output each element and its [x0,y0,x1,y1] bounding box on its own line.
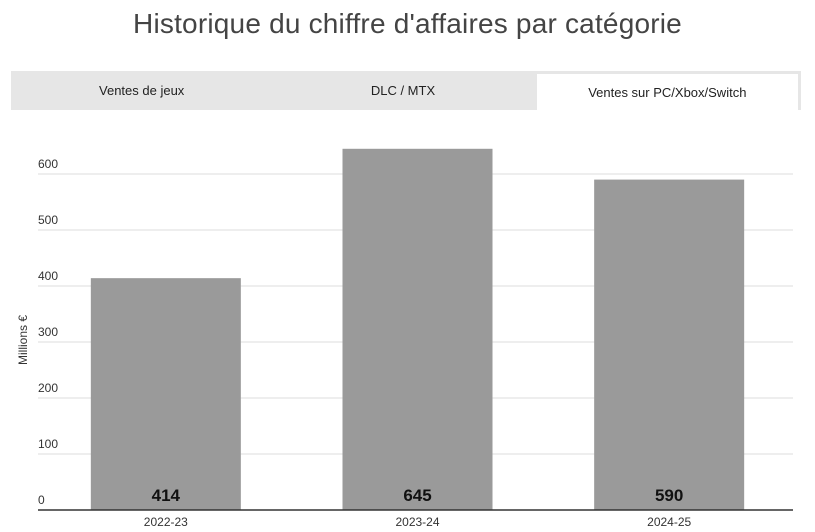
y-tick-label: 0 [38,493,45,507]
x-tick-label: 2023-24 [395,515,439,529]
chart-title: Historique du chiffre d'affaires par cat… [133,8,682,39]
y-axis-label: Millions € [16,315,30,365]
bar-value-label: 645 [403,486,431,505]
x-tick-label: 2024-25 [647,515,691,529]
tab-ventes-de-jeux[interactable]: Ventes de jeux [99,83,185,98]
category-tabs: Ventes de jeux DLC / MTX Ventes sur PC/X… [11,71,801,110]
bar [90,278,241,510]
y-tick-label: 100 [38,437,58,451]
y-tick-label: 300 [38,325,58,339]
bar [342,148,493,511]
tab-ventes-pc-xbox-switch[interactable]: Ventes sur PC/Xbox/Switch [533,71,801,110]
y-tick-label: 600 [38,157,58,171]
x-tick-label: 2022-23 [144,515,188,529]
bar [594,179,745,510]
bar-value-label: 414 [152,486,181,505]
bar-chart: 0 100 200 300 400 500 600 Millions € 414 2022-23 6… [16,148,793,529]
y-tick-label: 500 [38,213,58,227]
y-tick-label: 400 [38,269,58,283]
y-tick-label: 200 [38,381,58,395]
bar-value-label: 590 [655,486,683,505]
tab-dlc-mtx[interactable]: DLC / MTX [370,83,436,98]
